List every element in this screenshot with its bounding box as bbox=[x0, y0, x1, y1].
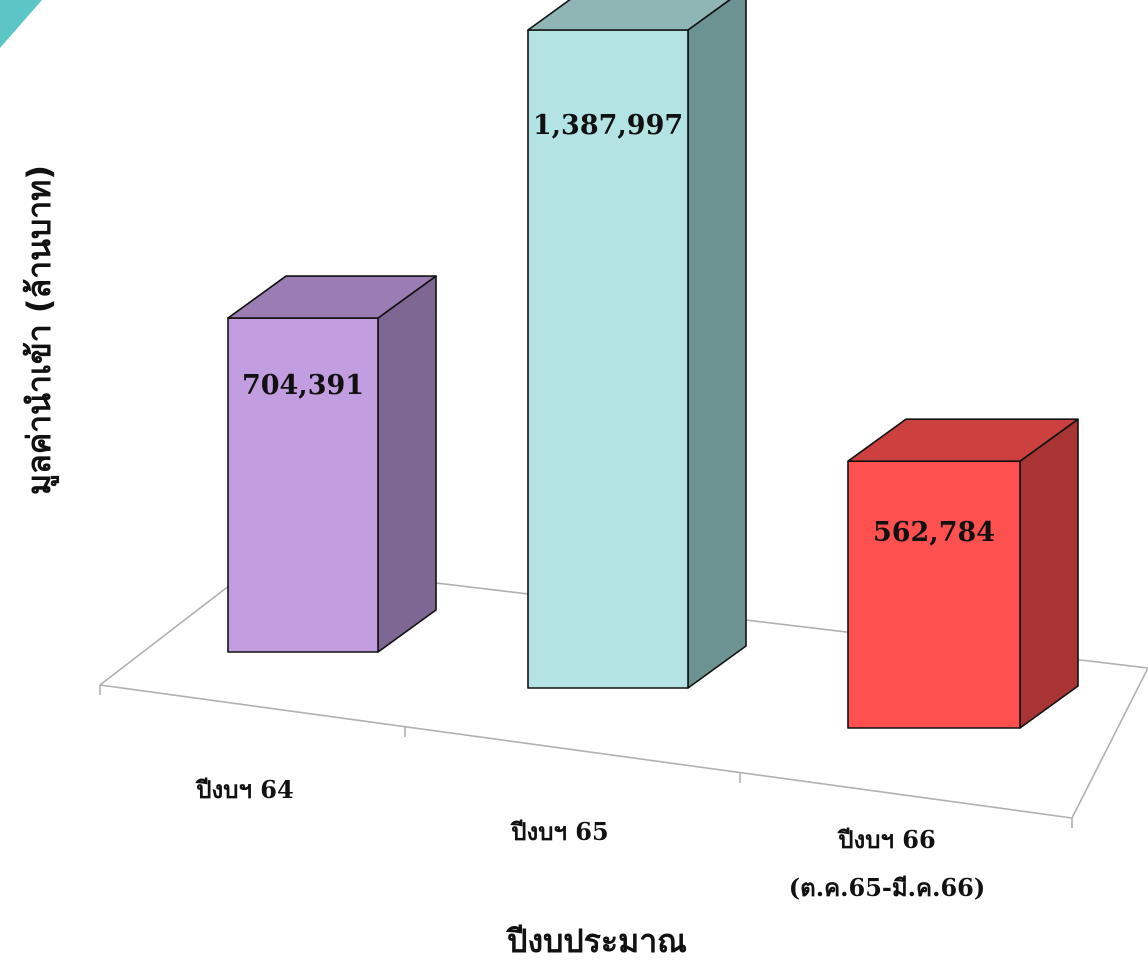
bar-3-top-face bbox=[847, 418, 1079, 463]
corner-accent-shape bbox=[0, 0, 42, 48]
data-label-1: 704,391 bbox=[242, 370, 364, 401]
bar-1-side-face bbox=[377, 275, 437, 653]
bar-2-top-face bbox=[527, 0, 731, 31]
bar-1-front-face bbox=[227, 317, 379, 653]
bar-2-side-face bbox=[687, 0, 747, 689]
x-tick-label-1: ปีงบฯ 64 bbox=[195, 775, 294, 804]
bar-1 bbox=[227, 275, 437, 653]
x-tick-sublabel-3: (ต.ค.65-มี.ค.66) bbox=[789, 873, 985, 902]
x-tick-label-2: ปีงบฯ 65 bbox=[510, 817, 609, 846]
bar-series bbox=[227, 0, 1079, 729]
bar-1-top-face bbox=[227, 275, 437, 319]
x-tick-label-3: ปีงบฯ 66 bbox=[837, 825, 936, 854]
bar-3 bbox=[847, 418, 1079, 729]
data-label-3: 562,784 bbox=[873, 517, 995, 548]
data-label-2: 1,387,997 bbox=[533, 110, 683, 141]
x-axis-title: ปีงบประมาณ bbox=[505, 922, 687, 960]
bar-2 bbox=[527, 0, 747, 689]
y-axis-title: มูลค่านำเข้า (ล้านบาท) bbox=[20, 165, 60, 495]
bar-3-front-face bbox=[847, 460, 1021, 729]
data-labels: 704,391 1,387,997 562,784 bbox=[242, 110, 995, 548]
bar-3-side-face bbox=[1019, 418, 1079, 729]
x-tick-labels: ปีงบฯ 64 ปีงบฯ 65 ปีงบฯ 66 (ต.ค.65-มี.ค.… bbox=[195, 775, 985, 902]
